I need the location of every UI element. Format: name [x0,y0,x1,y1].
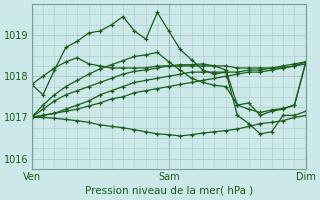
X-axis label: Pression niveau de la mer( hPa ): Pression niveau de la mer( hPa ) [84,186,253,196]
